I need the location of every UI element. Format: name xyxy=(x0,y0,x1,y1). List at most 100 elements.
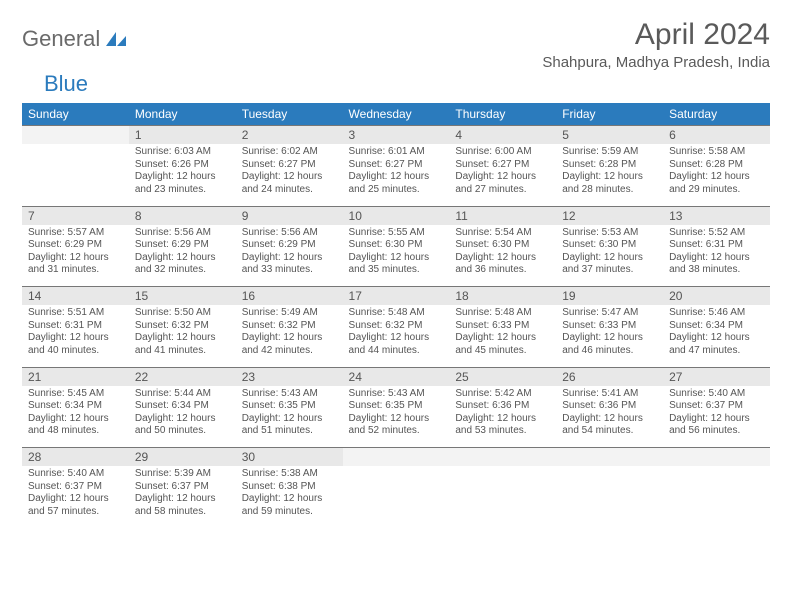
daylight-text: Daylight: 12 hours xyxy=(669,252,764,265)
sunrise-text: Sunrise: 6:01 AM xyxy=(349,146,444,159)
sunset-text: Sunset: 6:27 PM xyxy=(349,159,444,172)
date-info-cell: Sunrise: 5:41 AMSunset: 6:36 PMDaylight:… xyxy=(556,386,663,448)
sunrise-text: Sunrise: 5:56 AM xyxy=(135,227,230,240)
sunset-text: Sunset: 6:28 PM xyxy=(669,159,764,172)
sunset-text: Sunset: 6:30 PM xyxy=(562,239,657,252)
date-info-cell: Sunrise: 5:54 AMSunset: 6:30 PMDaylight:… xyxy=(449,225,556,287)
daylight-text: and 24 minutes. xyxy=(242,184,337,197)
date-number-cell: 30 xyxy=(236,448,343,467)
date-info-cell: Sunrise: 5:42 AMSunset: 6:36 PMDaylight:… xyxy=(449,386,556,448)
date-number-cell: 11 xyxy=(449,206,556,225)
date-info-cell: Sunrise: 5:46 AMSunset: 6:34 PMDaylight:… xyxy=(663,305,770,367)
daylight-text: and 25 minutes. xyxy=(349,184,444,197)
date-number-cell xyxy=(556,448,663,467)
date-info-cell: Sunrise: 6:01 AMSunset: 6:27 PMDaylight:… xyxy=(343,144,450,206)
date-info-cell xyxy=(343,466,450,528)
date-number-cell: 1 xyxy=(129,126,236,145)
date-info-cell xyxy=(556,466,663,528)
date-number-cell xyxy=(343,448,450,467)
daylight-text: and 47 minutes. xyxy=(669,345,764,358)
date-info-cell: Sunrise: 5:40 AMSunset: 6:37 PMDaylight:… xyxy=(663,386,770,448)
daylight-text: and 44 minutes. xyxy=(349,345,444,358)
date-number-row: 123456 xyxy=(22,126,770,145)
sunset-text: Sunset: 6:37 PM xyxy=(28,481,123,494)
daylight-text: Daylight: 12 hours xyxy=(562,413,657,426)
daylight-text: and 38 minutes. xyxy=(669,264,764,277)
daylight-text: and 33 minutes. xyxy=(242,264,337,277)
daylight-text: Daylight: 12 hours xyxy=(135,171,230,184)
date-number-cell: 28 xyxy=(22,448,129,467)
sunrise-text: Sunrise: 5:43 AM xyxy=(242,388,337,401)
date-number-cell xyxy=(449,448,556,467)
date-info-cell: Sunrise: 5:38 AMSunset: 6:38 PMDaylight:… xyxy=(236,466,343,528)
date-info-cell: Sunrise: 5:43 AMSunset: 6:35 PMDaylight:… xyxy=(343,386,450,448)
daylight-text: Daylight: 12 hours xyxy=(349,332,444,345)
daylight-text: Daylight: 12 hours xyxy=(242,171,337,184)
date-info-row: Sunrise: 5:40 AMSunset: 6:37 PMDaylight:… xyxy=(22,466,770,528)
date-info-row: Sunrise: 5:45 AMSunset: 6:34 PMDaylight:… xyxy=(22,386,770,448)
date-info-cell: Sunrise: 5:56 AMSunset: 6:29 PMDaylight:… xyxy=(236,225,343,287)
logo-text-blue: Blue xyxy=(44,71,88,97)
logo-sail-icon xyxy=(104,30,128,48)
daylight-text: Daylight: 12 hours xyxy=(135,413,230,426)
date-number-cell: 17 xyxy=(343,287,450,306)
daylight-text: Daylight: 12 hours xyxy=(242,493,337,506)
sunrise-text: Sunrise: 6:02 AM xyxy=(242,146,337,159)
date-number-cell: 22 xyxy=(129,367,236,386)
daylight-text: and 42 minutes. xyxy=(242,345,337,358)
daylight-text: Daylight: 12 hours xyxy=(669,332,764,345)
date-number-row: 78910111213 xyxy=(22,206,770,225)
sunset-text: Sunset: 6:27 PM xyxy=(242,159,337,172)
sunset-text: Sunset: 6:26 PM xyxy=(135,159,230,172)
date-number-cell: 12 xyxy=(556,206,663,225)
date-info-cell: Sunrise: 5:47 AMSunset: 6:33 PMDaylight:… xyxy=(556,305,663,367)
location-subtitle: Shahpura, Madhya Pradesh, India xyxy=(542,54,770,71)
date-number-cell: 9 xyxy=(236,206,343,225)
day-header: Friday xyxy=(556,103,663,126)
sunrise-text: Sunrise: 5:56 AM xyxy=(242,227,337,240)
daylight-text: and 51 minutes. xyxy=(242,425,337,438)
sunrise-text: Sunrise: 5:55 AM xyxy=(349,227,444,240)
day-header-row: Sunday Monday Tuesday Wednesday Thursday… xyxy=(22,103,770,126)
sunset-text: Sunset: 6:37 PM xyxy=(135,481,230,494)
daylight-text: and 23 minutes. xyxy=(135,184,230,197)
daylight-text: and 37 minutes. xyxy=(562,264,657,277)
day-header: Saturday xyxy=(663,103,770,126)
daylight-text: and 53 minutes. xyxy=(455,425,550,438)
logo-text-general: General xyxy=(22,26,100,52)
daylight-text: Daylight: 12 hours xyxy=(135,252,230,265)
date-info-cell: Sunrise: 5:50 AMSunset: 6:32 PMDaylight:… xyxy=(129,305,236,367)
date-info-cell: Sunrise: 5:55 AMSunset: 6:30 PMDaylight:… xyxy=(343,225,450,287)
sunrise-text: Sunrise: 5:46 AM xyxy=(669,307,764,320)
sunrise-text: Sunrise: 5:54 AM xyxy=(455,227,550,240)
sunset-text: Sunset: 6:34 PM xyxy=(135,400,230,413)
date-number-cell xyxy=(22,126,129,145)
date-number-cell: 15 xyxy=(129,287,236,306)
daylight-text: and 56 minutes. xyxy=(669,425,764,438)
daylight-text: and 57 minutes. xyxy=(28,506,123,519)
daylight-text: and 45 minutes. xyxy=(455,345,550,358)
sunrise-text: Sunrise: 5:59 AM xyxy=(562,146,657,159)
sunrise-text: Sunrise: 5:53 AM xyxy=(562,227,657,240)
date-number-cell: 27 xyxy=(663,367,770,386)
daylight-text: Daylight: 12 hours xyxy=(28,493,123,506)
logo: General xyxy=(22,18,128,52)
sunset-text: Sunset: 6:35 PM xyxy=(242,400,337,413)
sunrise-text: Sunrise: 5:51 AM xyxy=(28,307,123,320)
sunset-text: Sunset: 6:33 PM xyxy=(455,320,550,333)
date-info-cell: Sunrise: 5:59 AMSunset: 6:28 PMDaylight:… xyxy=(556,144,663,206)
sunrise-text: Sunrise: 5:47 AM xyxy=(562,307,657,320)
sunrise-text: Sunrise: 5:52 AM xyxy=(669,227,764,240)
date-info-cell: Sunrise: 5:57 AMSunset: 6:29 PMDaylight:… xyxy=(22,225,129,287)
daylight-text: and 46 minutes. xyxy=(562,345,657,358)
date-number-cell: 23 xyxy=(236,367,343,386)
daylight-text: and 59 minutes. xyxy=(242,506,337,519)
date-number-cell: 2 xyxy=(236,126,343,145)
daylight-text: Daylight: 12 hours xyxy=(455,171,550,184)
date-number-cell: 26 xyxy=(556,367,663,386)
date-number-row: 14151617181920 xyxy=(22,287,770,306)
daylight-text: and 28 minutes. xyxy=(562,184,657,197)
daylight-text: Daylight: 12 hours xyxy=(349,413,444,426)
sunset-text: Sunset: 6:32 PM xyxy=(349,320,444,333)
daylight-text: and 58 minutes. xyxy=(135,506,230,519)
